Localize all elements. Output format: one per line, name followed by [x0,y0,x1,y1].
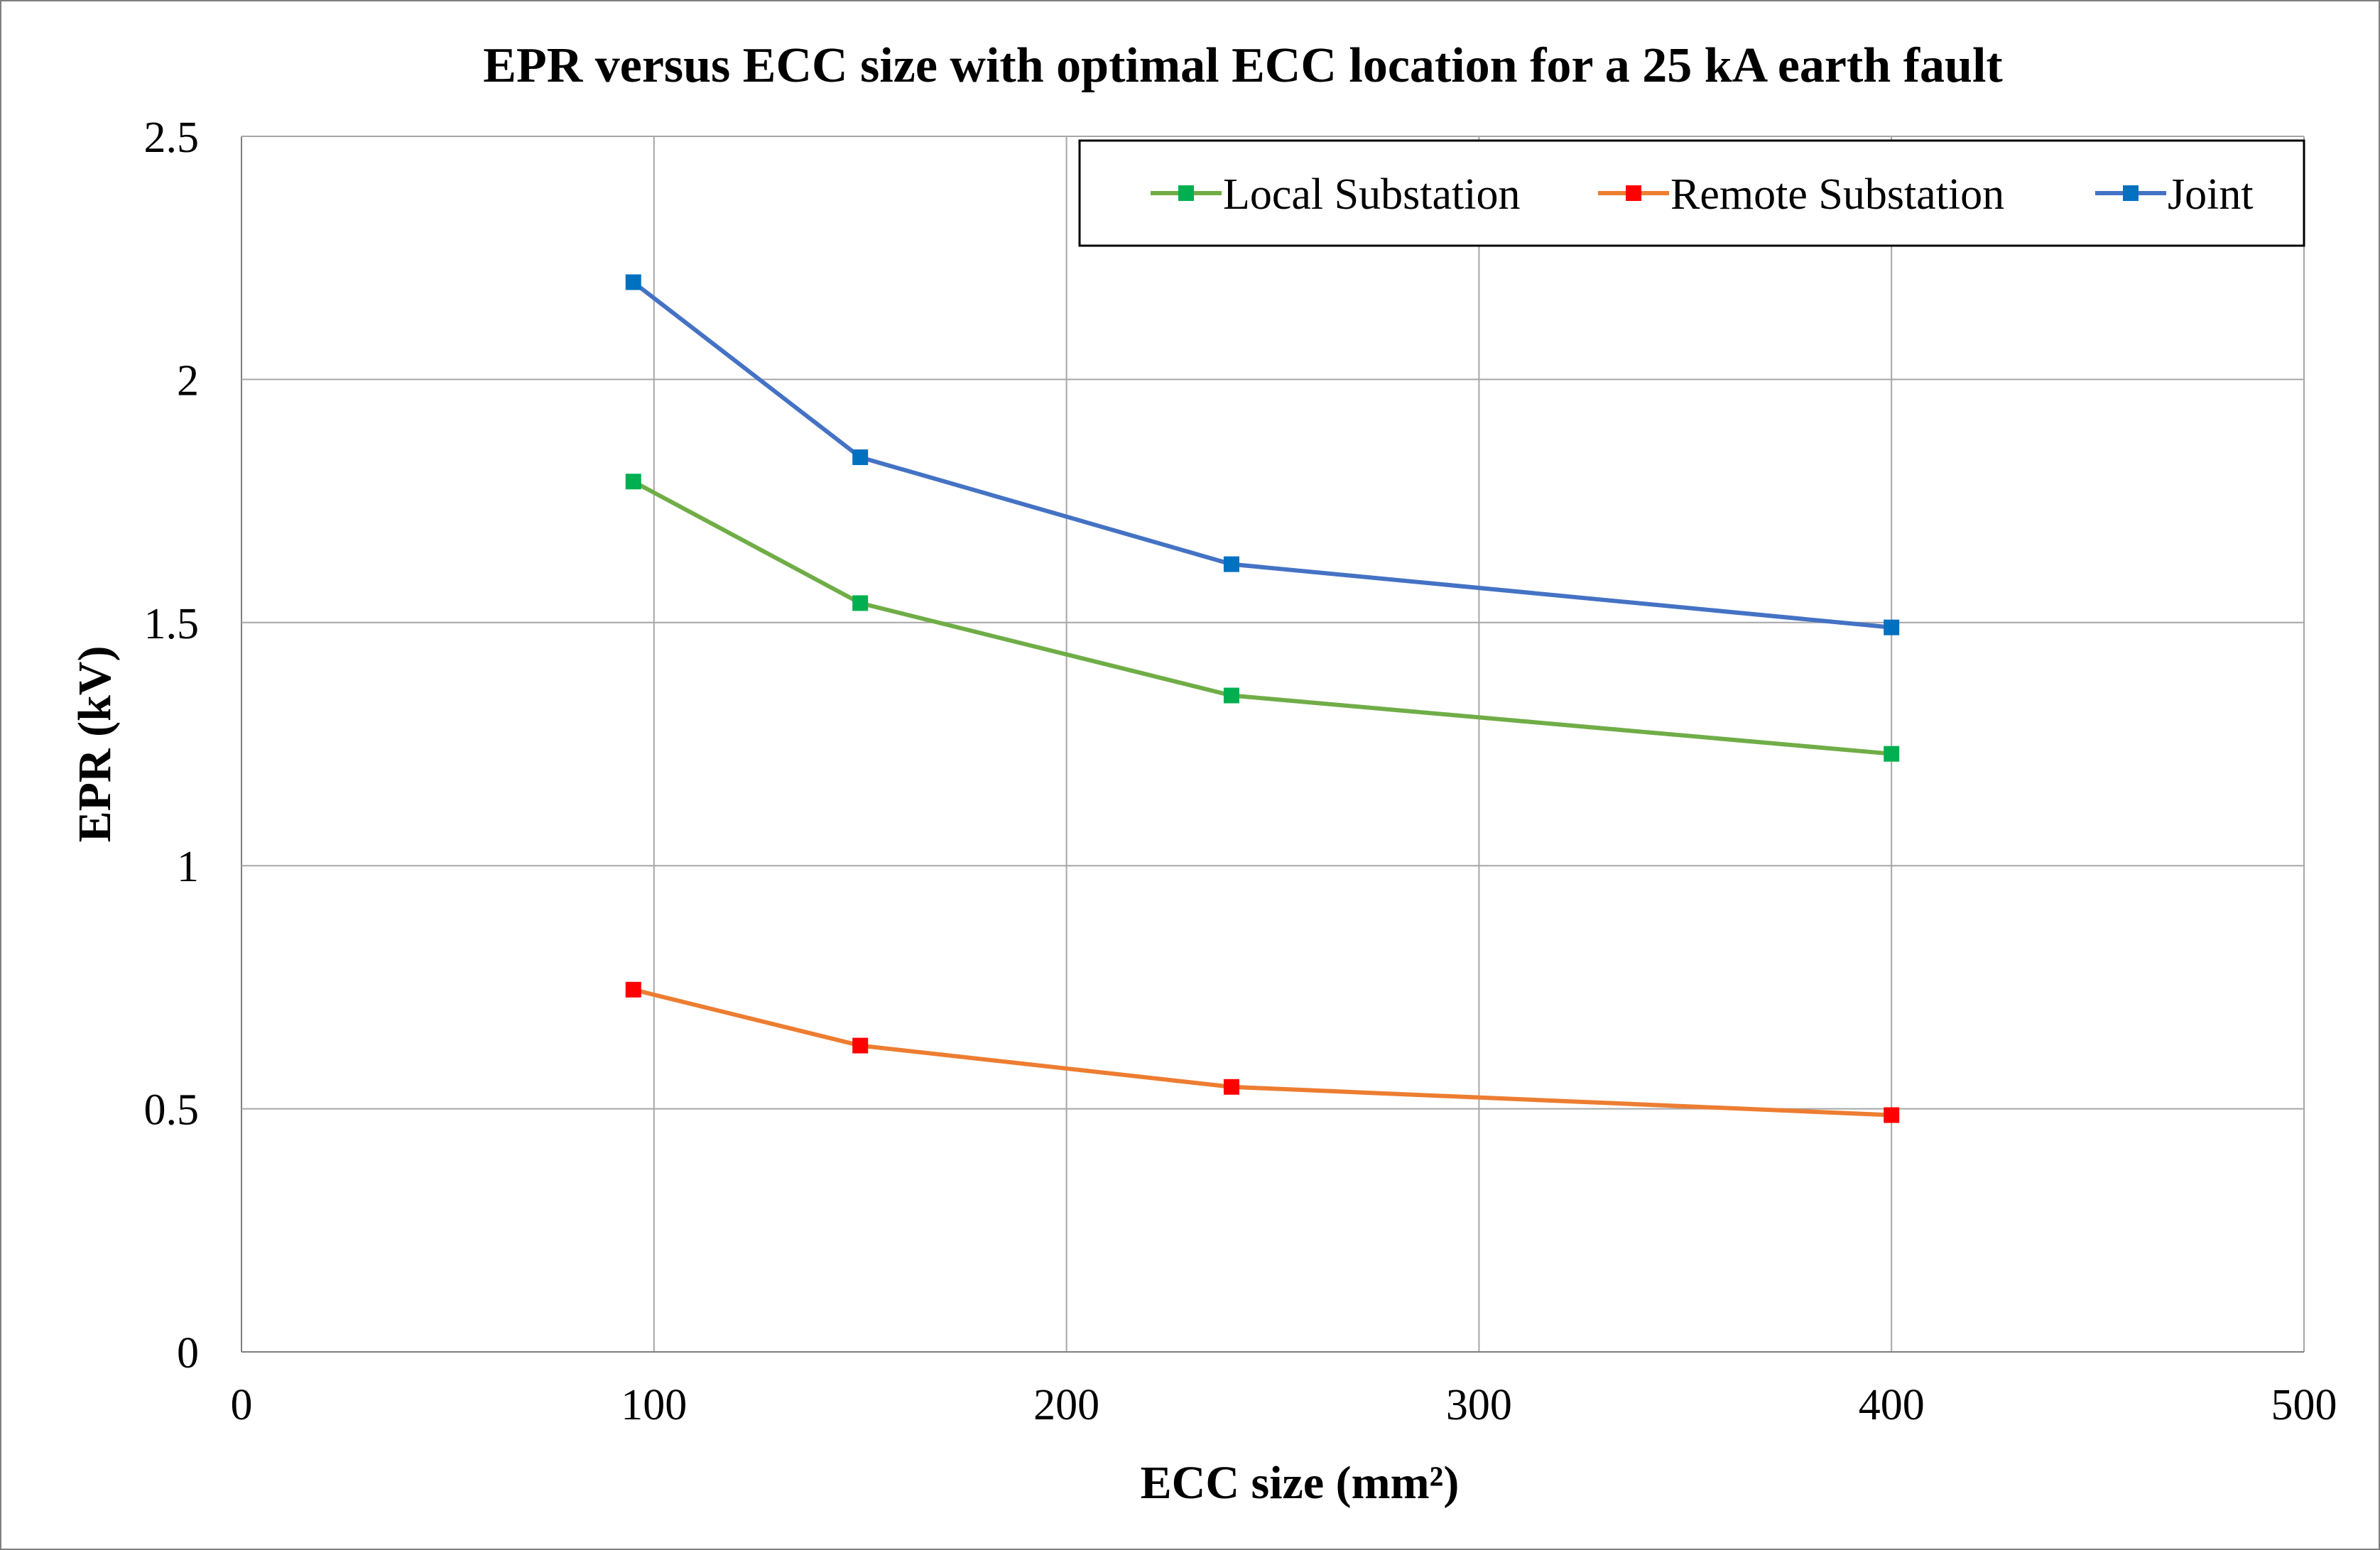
data-point [625,981,641,998]
data-point [852,595,869,611]
legend-label: Joint [2168,170,2254,219]
y-tick-label: 0.5 [144,1086,200,1135]
data-point [1223,1079,1239,1095]
legend-marker [2123,185,2139,201]
data-point [1884,619,1900,635]
data-point [852,449,869,465]
grid [241,136,2305,1353]
data-point [852,1037,869,1054]
x-tick-label: 400 [1859,1381,1925,1429]
data-point [1223,687,1239,704]
x-tick-label: 500 [2271,1381,2337,1429]
y-tick-label: 2.5 [144,114,200,162]
y-tick-label: 1 [177,843,199,891]
series-group [625,274,1900,1123]
legend-label: Remote Substation [1670,170,2004,219]
legend: Local Substation Remote Substation Joint [1078,139,2305,247]
y-tick-label: 2 [177,356,199,405]
series-line [631,280,1892,630]
x-tick-label: 200 [1033,1381,1099,1429]
x-tick-label: 100 [621,1381,687,1429]
tick-labels: 0 100 200 300 400 500 0 0.5 1 1.5 2 2.5 [144,114,2337,1429]
legend-marker [1178,185,1194,201]
series-line [632,479,1892,756]
x-tick-label: 300 [1446,1381,1512,1429]
x-axis-label: ECC size (mm²) [1141,1457,1460,1509]
data-point [1884,746,1900,762]
y-tick-label: 1.5 [144,600,200,648]
legend-marker [1626,185,1641,201]
x-tick-label: 0 [231,1381,253,1429]
legend-label: Local Substation [1223,170,1520,219]
chart-title: EPR versus ECC size with optimal ECC loc… [483,38,2002,93]
data-point [1884,1107,1900,1123]
data-point [625,474,641,490]
y-axis-label: EPR (kV) [69,646,121,843]
y-tick-label: 0 [177,1329,199,1377]
data-point [1223,556,1239,572]
series-line [633,987,1892,1118]
data-point [625,274,641,290]
